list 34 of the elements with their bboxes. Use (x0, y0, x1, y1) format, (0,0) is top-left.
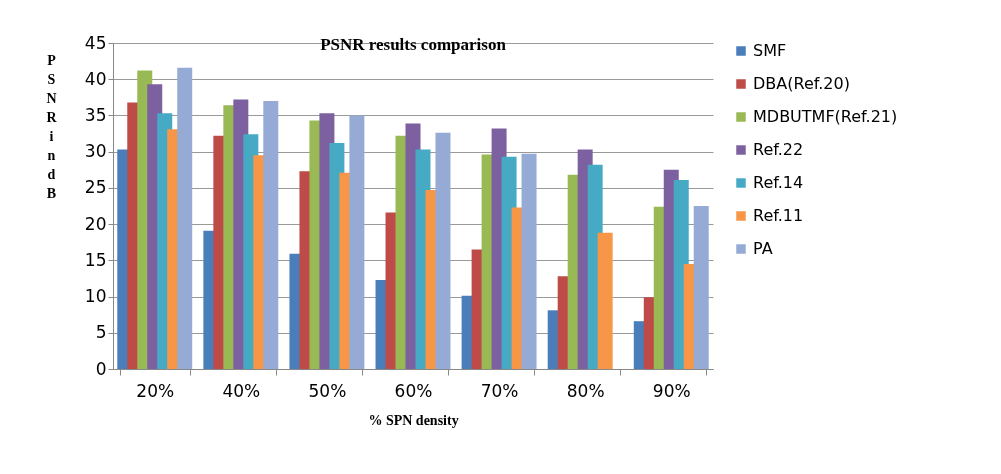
legend-label: Ref.14 (753, 173, 804, 192)
bar (435, 132, 451, 369)
bar (349, 115, 365, 369)
y-tick-label: 40 (84, 68, 107, 89)
x-tick-label: 80% (566, 380, 605, 401)
y-tick-label: 15 (84, 249, 107, 270)
x-tick-label: 40% (222, 380, 261, 401)
y-tick-label: 10 (84, 286, 107, 307)
y-tick-label: 0 (95, 358, 107, 379)
y-tick-label: 35 (84, 104, 107, 125)
y-tick-label: 30 (84, 141, 107, 162)
x-tick-label: 70% (480, 380, 519, 401)
chart-title: PSNR results comparison (320, 35, 507, 54)
bar (177, 67, 193, 369)
legend-label: DBA(Ref.20) (753, 74, 850, 93)
legend-label: SMF (753, 41, 787, 60)
bar (521, 153, 537, 369)
legend-label: Ref.11 (753, 206, 804, 225)
legend-label: PA (753, 239, 773, 258)
y-tick-label: 5 (95, 322, 107, 343)
x-axis-title: % SPN density (368, 412, 459, 428)
x-tick-label: 60% (394, 380, 433, 401)
x-tick-label: 90% (652, 380, 691, 401)
y-tick-label: 20 (84, 213, 107, 234)
x-tick-label: 20% (136, 380, 175, 401)
legend-label: MDBUTMF(Ref.21) (753, 107, 898, 126)
x-tick-label: 50% (308, 380, 347, 401)
legend-label: Ref.22 (753, 140, 804, 159)
bar (693, 206, 709, 369)
bar (597, 232, 613, 369)
bar (263, 100, 279, 369)
y-tick-label: 25 (84, 177, 107, 198)
y-axis-title: PSNR in dB (46, 52, 58, 201)
y-tick-label: 45 (84, 32, 107, 53)
